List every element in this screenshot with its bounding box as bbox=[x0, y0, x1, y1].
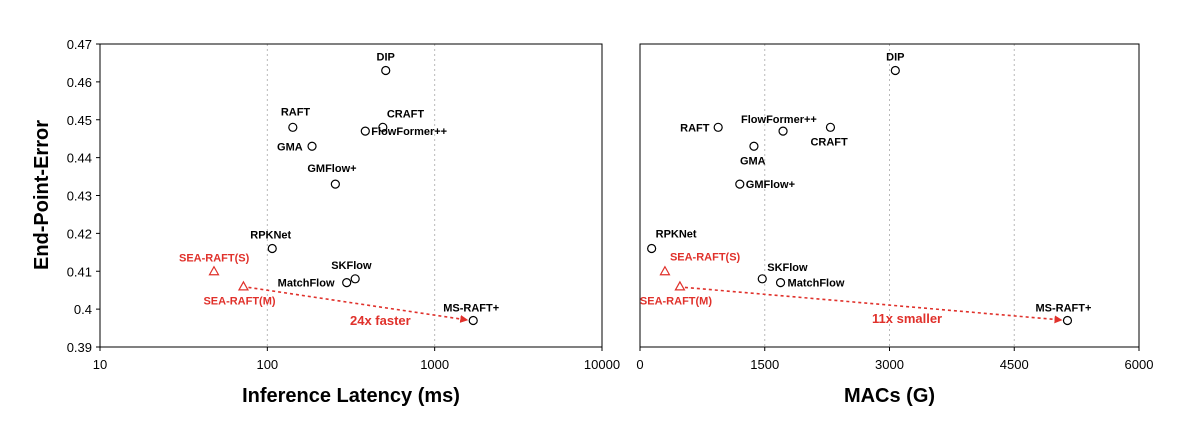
point-label: FlowFormer++ bbox=[741, 114, 817, 126]
point-label: SKFlow bbox=[331, 260, 372, 272]
x-tick-label: 1000 bbox=[420, 357, 449, 372]
x-axis-title: Inference Latency (ms) bbox=[242, 385, 460, 407]
point-raft bbox=[713, 122, 723, 132]
point-label: RAFT bbox=[281, 106, 311, 118]
point-sea-raft-m bbox=[237, 280, 249, 291]
point-label: CRAFT bbox=[387, 108, 425, 120]
point-label: RAFT bbox=[680, 122, 710, 134]
point-skflow bbox=[350, 274, 360, 284]
point-label: MS-RAFT+ bbox=[1035, 302, 1091, 314]
x-tick-label: 3000 bbox=[875, 357, 904, 372]
point-rpknet bbox=[647, 243, 657, 254]
x-tick-label: 6000 bbox=[1125, 357, 1154, 372]
point-craft bbox=[825, 122, 836, 132]
y-tick-label: 0.47 bbox=[67, 37, 92, 52]
y-tick-label: 0.39 bbox=[67, 340, 92, 355]
y-tick-label: 0.42 bbox=[67, 226, 92, 241]
point-sea-raft-s bbox=[208, 265, 220, 276]
point-rpknet bbox=[267, 243, 277, 254]
plot-frame bbox=[99, 43, 603, 348]
point-gma bbox=[307, 141, 317, 151]
point-craft bbox=[378, 122, 388, 132]
point-label: MS-RAFT+ bbox=[443, 302, 499, 314]
point-sea-raft-s bbox=[659, 265, 671, 276]
annotation-arrow bbox=[248, 286, 469, 323]
point-label: SEA-RAFT(S) bbox=[179, 252, 250, 264]
point-label: DIP bbox=[886, 52, 904, 64]
macs-panel: 0 1500 3000 4500 6000 MACs (G) 11x smaller DIP R… bbox=[636, 43, 1154, 407]
y-tick-label: 0.45 bbox=[67, 113, 92, 128]
point-label: SEA-RAFT(S) bbox=[670, 251, 741, 263]
point-label: DIP bbox=[377, 52, 395, 64]
y-axis-title: End-Point-Error bbox=[31, 120, 53, 270]
x-tick-label: 10000 bbox=[584, 357, 620, 372]
point-label: MatchFlow bbox=[788, 278, 845, 290]
point-matchflow bbox=[342, 278, 352, 288]
point-label: GMA bbox=[277, 141, 303, 153]
point-label: RPKNet bbox=[656, 229, 697, 241]
point-label: SKFlow bbox=[767, 262, 808, 274]
point-label: GMFlow+ bbox=[746, 179, 795, 191]
point-gmflow bbox=[330, 179, 340, 189]
point-matchflow bbox=[775, 278, 786, 288]
point-ms-raft bbox=[1062, 315, 1073, 326]
x-tick-label: 10 bbox=[93, 357, 107, 372]
y-tick-label: 0.41 bbox=[67, 264, 92, 279]
point-skflow bbox=[757, 274, 767, 284]
y-tick-label: 0.43 bbox=[67, 189, 92, 204]
point-label: SEA-RAFT(M) bbox=[203, 295, 275, 307]
point-label: RPKNet bbox=[250, 230, 291, 242]
y-tick-label: 0.4 bbox=[74, 302, 92, 317]
x-axis-title: MACs (G) bbox=[844, 385, 935, 407]
point-flowformer bbox=[360, 126, 370, 136]
point-sea-raft-m bbox=[674, 280, 686, 291]
point-label: CRAFT bbox=[810, 136, 848, 148]
y-tick-label: 0.44 bbox=[67, 151, 92, 166]
latency-panel: 10 100 1000 10000 0.39 0.4 0.41 0.42 0.43 0.44 0.4… bbox=[67, 37, 620, 407]
annotation-arrow bbox=[684, 286, 1063, 324]
x-tick-label: 100 bbox=[256, 357, 278, 372]
x-tick-label: 1500 bbox=[750, 357, 779, 372]
point-label: MatchFlow bbox=[278, 278, 335, 290]
point-label: FlowFormer++ bbox=[371, 126, 447, 138]
point-label: SEA-RAFT(M) bbox=[640, 295, 712, 307]
point-label: GMFlow+ bbox=[307, 163, 356, 175]
y-tick-label: 0.46 bbox=[67, 75, 92, 90]
annotation-label: 24x faster bbox=[350, 313, 411, 328]
point-gma bbox=[749, 141, 759, 151]
point-dip bbox=[381, 65, 391, 76]
point-raft bbox=[288, 122, 298, 132]
point-flowformer bbox=[778, 126, 788, 136]
point-label: GMA bbox=[740, 155, 766, 167]
point-dip bbox=[890, 65, 900, 76]
annotation-label: 11x smaller bbox=[872, 311, 942, 326]
point-ms-raft bbox=[468, 315, 478, 326]
point-gmflow bbox=[735, 179, 745, 189]
x-tick-label: 0 bbox=[636, 357, 643, 372]
x-tick-label: 4500 bbox=[1000, 357, 1029, 372]
